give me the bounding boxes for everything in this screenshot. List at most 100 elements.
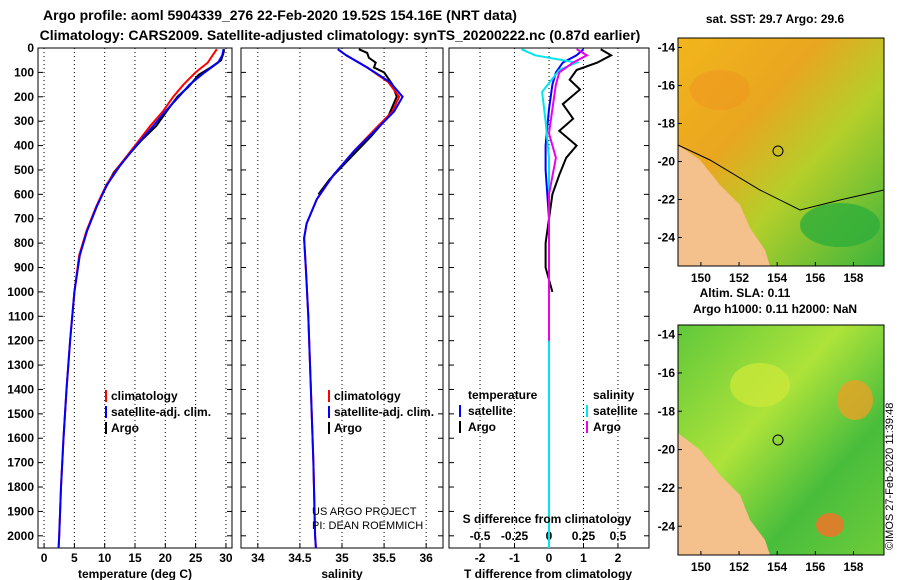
secondary-tick-label: -0.5 bbox=[470, 529, 491, 543]
series-line-t-argo bbox=[544, 48, 614, 293]
series-line-climatology bbox=[303, 48, 401, 549]
lat-tick-label: -18 bbox=[658, 117, 676, 131]
depth-tick-label: 100 bbox=[14, 65, 34, 79]
depth-tick-label: 900 bbox=[14, 261, 34, 275]
x-tick-label: 36 bbox=[419, 551, 433, 565]
depth-tick-label: 200 bbox=[14, 90, 34, 104]
legend-s-satellite: satellite bbox=[593, 404, 638, 418]
lon-tick-label: 152 bbox=[729, 560, 749, 574]
lat-tick-label: -24 bbox=[658, 519, 676, 533]
depth-tick-label: 1200 bbox=[7, 334, 34, 348]
depth-tick-label: 700 bbox=[14, 212, 34, 226]
depth-tick-label: 1500 bbox=[7, 407, 34, 421]
temperature-chart: 0 5 10 15 20 25 30 bbox=[38, 47, 233, 565]
lon-tick-label: 152 bbox=[729, 271, 749, 285]
lon-tick-label: 158 bbox=[843, 271, 863, 285]
argo-position-marker bbox=[772, 434, 784, 446]
legend-t-argo: Argo bbox=[468, 420, 496, 434]
x-tick-label: 10 bbox=[98, 551, 112, 565]
lon-tick-label: 150 bbox=[691, 271, 711, 285]
sla-map-frame bbox=[677, 324, 885, 556]
sla-map-axes: 150 152 154 156 158 -14 -16 -18 -20 -22 -24 bbox=[658, 328, 864, 574]
sst-map bbox=[677, 37, 885, 267]
lon-tick-label: 154 bbox=[767, 560, 787, 574]
secondary-tick-label: 0.5 bbox=[610, 529, 627, 543]
lat-tick-label: -14 bbox=[658, 41, 676, 55]
sla-map bbox=[677, 324, 885, 556]
sst-map-axes: 150 152 154 156 158 -14 -16 -18 -20 -22 -24 bbox=[658, 41, 864, 286]
depth-tick-label: 600 bbox=[14, 187, 34, 201]
temperature-xlabel: temperature (deg C) bbox=[78, 567, 192, 580]
sst-map-title: sat. SST: 29.7 Argo: 29.6 bbox=[706, 12, 845, 26]
x-tick-label: 25 bbox=[189, 551, 203, 565]
depth-axis: 0 100 200 300 400 500 600 700 800 900 1000 1100 1200… bbox=[7, 41, 34, 543]
secondary-tick-label: 0.25 bbox=[572, 529, 596, 543]
series-line-climatology bbox=[57, 48, 218, 549]
series-line-satellite-adj-clim- bbox=[57, 49, 225, 549]
difference-xlabel: T difference from climatology bbox=[464, 567, 632, 580]
credit-pi: PI: DEAN ROEMMICH bbox=[312, 520, 423, 532]
depth-tick-label: 1300 bbox=[7, 358, 34, 372]
depth-tick-label: 300 bbox=[14, 114, 34, 128]
lon-tick-label: 158 bbox=[843, 560, 863, 574]
lat-tick-label: -24 bbox=[658, 231, 676, 245]
secondary-tick-label: -0.25 bbox=[501, 529, 529, 543]
lat-tick-label: -22 bbox=[658, 481, 676, 495]
depth-tick-label: 1000 bbox=[7, 285, 34, 299]
sla-map-title-2: Argo h1000: 0.11 h2000: NaN bbox=[693, 302, 857, 316]
argo-position-marker bbox=[772, 145, 784, 157]
depth-tick-label: 1600 bbox=[7, 431, 34, 445]
x-tick-label: 15 bbox=[128, 551, 142, 565]
sst-map-frame bbox=[677, 37, 885, 267]
lon-tick-label: 156 bbox=[805, 560, 825, 574]
sla-east-patch bbox=[837, 380, 873, 420]
title-line-1: Argo profile: aoml 5904339_276 22-Feb-20… bbox=[43, 7, 517, 23]
legend-t-satellite: satellite bbox=[468, 404, 513, 418]
legend-satellite: satellite-adj. clim. bbox=[334, 405, 434, 419]
x-tick-label: 35 bbox=[335, 551, 349, 565]
sla-high-patch bbox=[730, 363, 790, 407]
land-australia bbox=[678, 433, 770, 555]
depth-tick-label: 1900 bbox=[7, 504, 34, 518]
depth-tick-label: 400 bbox=[14, 139, 34, 153]
lat-tick-label: -20 bbox=[658, 443, 676, 457]
x-tick-label: 0 bbox=[546, 551, 553, 565]
x-tick-label: 35.5 bbox=[372, 551, 396, 565]
lat-tick-label: -20 bbox=[658, 155, 676, 169]
lat-tick-label: -22 bbox=[658, 193, 676, 207]
lat-tick-label: -16 bbox=[658, 366, 676, 380]
depth-tick-label: 2000 bbox=[7, 529, 34, 543]
s-difference-label: S difference from climatology bbox=[463, 512, 632, 526]
depth-tick-label: 1100 bbox=[8, 309, 34, 323]
salinity-legend: climatology satellite-adj. clim. Argo bbox=[328, 389, 434, 435]
temperature-legend: climatology satellite-adj. clim. Argo bbox=[105, 389, 211, 435]
sla-peak-patch bbox=[816, 513, 844, 537]
x-tick-label: 34.5 bbox=[288, 551, 312, 565]
depth-tick-label: 1400 bbox=[7, 382, 34, 396]
lon-tick-label: 154 bbox=[767, 271, 787, 285]
difference-chart: -2 -1 0 1 2-0.5 -0.25 0 0.25 0.5 bbox=[449, 47, 649, 565]
legend-s-argo: Argo bbox=[593, 420, 621, 434]
legend-argo: Argo bbox=[111, 421, 139, 435]
depth-tick-label: 1800 bbox=[7, 480, 34, 494]
series-line-s-argo bbox=[547, 48, 589, 341]
x-tick-label: 0 bbox=[41, 551, 48, 565]
lat-tick-label: -16 bbox=[658, 79, 676, 93]
x-tick-label: 34 bbox=[251, 551, 265, 565]
depth-tick-label: 800 bbox=[14, 236, 34, 250]
salinity-xlabel: salinity bbox=[321, 567, 363, 580]
salinity-chart: 34 34.5 35 35.5 36 bbox=[241, 47, 443, 565]
legend-salinity-title: salinity bbox=[593, 388, 635, 402]
depth-tick-label: 1700 bbox=[7, 456, 34, 470]
legend-satellite: satellite-adj. clim. bbox=[111, 405, 211, 419]
legend-temperature-title: temperature bbox=[468, 388, 538, 402]
imos-credit: ©IMOS 27-Feb-2020 11:39:48 bbox=[884, 403, 896, 550]
legend-argo: Argo bbox=[334, 421, 362, 435]
difference-legend: temperature salinity satellite Argo sate… bbox=[459, 388, 638, 526]
x-tick-label: 2 bbox=[615, 551, 622, 565]
x-tick-label: -1 bbox=[509, 551, 520, 565]
lat-tick-label: -18 bbox=[658, 404, 676, 418]
legend-climatology: climatology bbox=[111, 389, 178, 403]
x-tick-label: 30 bbox=[219, 551, 233, 565]
depth-tick-label: 500 bbox=[14, 163, 34, 177]
